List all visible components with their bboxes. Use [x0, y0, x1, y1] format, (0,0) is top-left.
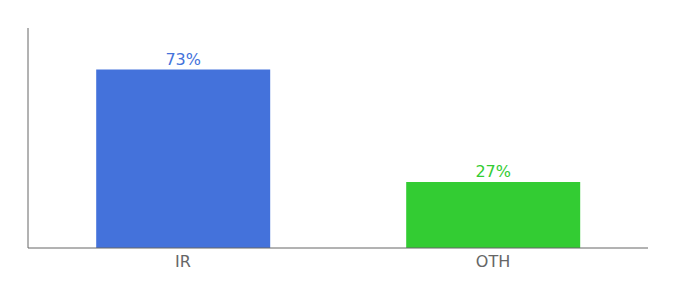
svg-text:73%: 73%: [165, 50, 201, 69]
svg-text:27%: 27%: [475, 162, 511, 181]
svg-text:OTH: OTH: [476, 252, 510, 271]
svg-text:IR: IR: [175, 252, 191, 271]
